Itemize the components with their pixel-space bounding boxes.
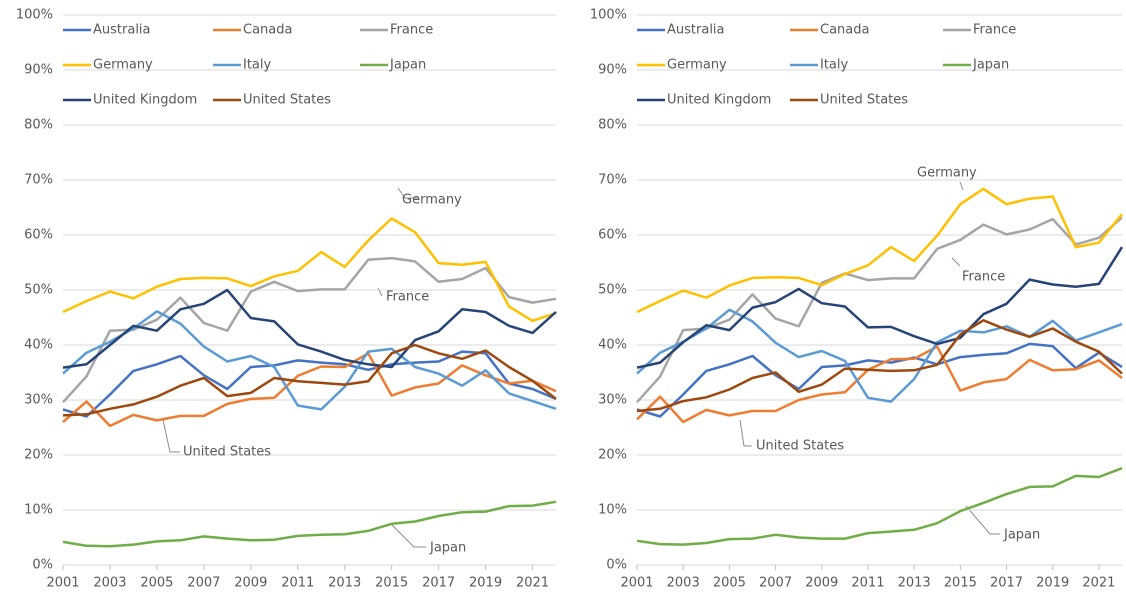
legend-label: Germany	[93, 58, 153, 73]
annotation: France	[962, 270, 1005, 285]
y-tick-label: 10%	[598, 503, 627, 518]
legend-label: France	[973, 23, 1016, 38]
series-line	[62, 288, 557, 369]
x-tick-label: 2021	[1082, 576, 1115, 591]
x-tick-label: 2011	[281, 576, 314, 591]
series-line	[636, 319, 1123, 413]
leader-line	[397, 187, 418, 199]
legend-label: France	[390, 23, 433, 38]
series-line	[636, 342, 1123, 418]
x-tick-label: 2013	[898, 576, 931, 591]
series-line	[636, 345, 1123, 424]
y-tick-label: 90%	[24, 63, 53, 78]
y-tick-label: 90%	[598, 63, 627, 78]
legend-label: Canada	[820, 23, 869, 38]
series-line	[62, 310, 557, 411]
y-tick-label: 60%	[24, 228, 53, 243]
y-tick-label: 40%	[24, 338, 53, 353]
legend-label: Japan	[972, 58, 1009, 73]
y-tick-label: 100%	[590, 8, 627, 23]
y-tick-label: 50%	[24, 283, 53, 298]
y-tick-label: 10%	[24, 503, 53, 518]
legend-label: Japan	[389, 58, 426, 73]
legend-label: Australia	[667, 23, 725, 38]
legend-label: Italy	[243, 58, 272, 73]
legend-label: United Kingdom	[667, 93, 771, 108]
x-tick-label: 2017	[422, 576, 455, 591]
y-tick-label: 50%	[598, 283, 627, 298]
legend-label: Australia	[93, 23, 151, 38]
series-line	[636, 467, 1123, 546]
y-tick-label: 0%	[32, 558, 53, 573]
leader-line	[162, 419, 180, 453]
x-tick-label: 2017	[990, 576, 1023, 591]
y-tick-label: 80%	[24, 118, 53, 133]
x-tick-label: 2009	[805, 576, 838, 591]
x-tick-label: 2011	[851, 576, 884, 591]
annotation: United States	[756, 439, 844, 454]
y-tick-label: 100%	[16, 8, 53, 23]
leaders	[162, 181, 1000, 548]
leader-line	[377, 287, 383, 297]
leader-line	[951, 257, 961, 267]
x-tick-label: 2005	[140, 576, 173, 591]
x-tick-label: 2015	[944, 576, 977, 591]
annotation: Japan	[1003, 528, 1040, 543]
x-tick-label: 2003	[667, 576, 700, 591]
legend-label: Canada	[243, 23, 292, 38]
x-tick-label: 2001	[46, 576, 79, 591]
y-tick-label: 60%	[598, 228, 627, 243]
series-line	[62, 256, 557, 404]
legend-label: United Kingdom	[93, 93, 197, 108]
x-tick-label: 2013	[328, 576, 361, 591]
y-tick-label: 40%	[598, 338, 627, 353]
leader-line	[739, 419, 752, 447]
x-tick-label: 2009	[234, 576, 267, 591]
y-tick-label: 80%	[598, 118, 627, 133]
annotation: Germany	[917, 166, 977, 181]
series-line	[62, 350, 557, 418]
x-tick-label: 2005	[713, 576, 746, 591]
series-line	[62, 500, 557, 548]
x-tick-label: 2007	[187, 576, 220, 591]
x-tick-label: 2003	[93, 576, 126, 591]
series-line	[62, 352, 557, 428]
leader-line	[959, 181, 964, 191]
y-tick-label: 30%	[598, 393, 627, 408]
y-tick-label: 70%	[598, 173, 627, 188]
annotation: United States	[183, 445, 271, 460]
leader-line	[391, 524, 426, 548]
legend-label: United States	[820, 93, 908, 108]
y-tick-label: 30%	[24, 393, 53, 408]
legend-label: United States	[243, 93, 331, 108]
x-tick-label: 2021	[516, 576, 549, 591]
x-tick-label: 2015	[375, 576, 408, 591]
x-tick-label: 2007	[759, 576, 792, 591]
y-tick-label: 20%	[24, 448, 53, 463]
y-tick-label: 0%	[606, 558, 627, 573]
legend-label: Italy	[820, 58, 849, 73]
x-tick-label: 2001	[620, 576, 653, 591]
series-line	[62, 343, 557, 417]
annotation: Japan	[429, 541, 466, 556]
series-line	[62, 217, 557, 323]
legend-label: Germany	[667, 58, 727, 73]
x-tick-label: 2019	[1036, 576, 1069, 591]
y-tick-label: 70%	[24, 173, 53, 188]
annotation: Germany	[402, 193, 462, 208]
series-line	[636, 187, 1123, 314]
y-tick-label: 20%	[598, 448, 627, 463]
series-line	[636, 216, 1123, 404]
annotation: France	[386, 290, 429, 305]
x-tick-label: 2019	[469, 576, 502, 591]
series-line	[636, 246, 1124, 369]
leader-line	[965, 505, 1000, 535]
series-line	[636, 308, 1123, 403]
